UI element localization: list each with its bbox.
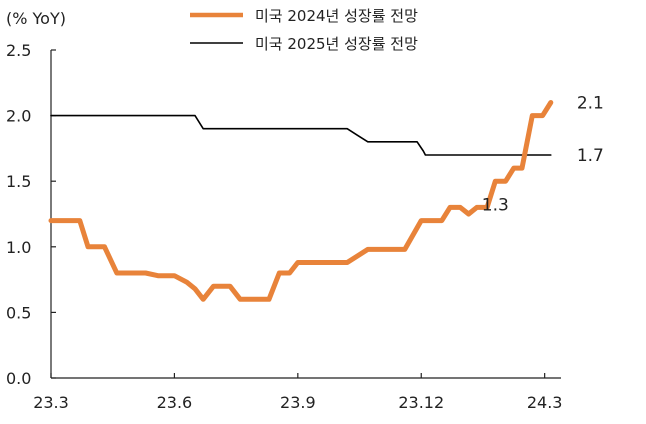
y-tick-label: 0.0: [6, 369, 31, 388]
data-label-2024-highlight: 1.3: [482, 195, 509, 215]
y-axis: 0.0 0.5 1.0 1.5 2.0 2.5: [6, 41, 56, 388]
x-tick-label: 24.3: [527, 393, 563, 412]
y-unit-label: (% YoY): [6, 9, 66, 28]
x-tick-label: 23.9: [280, 393, 316, 412]
x-tick-label: 23.12: [398, 393, 444, 412]
legend: 미국 2024년 성장률 전망 미국 2025년 성장률 전망: [190, 7, 418, 53]
data-label-2024-end: 2.1: [577, 93, 604, 113]
y-tick-label: 1.5: [6, 172, 31, 191]
legend-label-2025: 미국 2025년 성장률 전망: [255, 35, 418, 53]
x-tick-label: 23.3: [33, 393, 69, 412]
series-line-2024: [48, 100, 554, 302]
data-label-2025-end: 1.7: [577, 146, 604, 166]
y-tick-label: 1.0: [6, 238, 31, 257]
y-tick-label: 0.5: [6, 303, 31, 322]
y-tick-label: 2.0: [6, 107, 31, 126]
series-line-2025: [50, 114, 552, 156]
y-tick-label: 2.5: [6, 41, 31, 60]
x-tick-label: 23.6: [157, 393, 193, 412]
data-label-layer: 2.1 1.7 1.3: [482, 93, 604, 215]
series-layer: [48, 100, 554, 302]
x-axis: 23.3 23.6 23.9 23.12 24.3: [33, 373, 562, 412]
legend-label-2024: 미국 2024년 성장률 전망: [255, 7, 418, 25]
